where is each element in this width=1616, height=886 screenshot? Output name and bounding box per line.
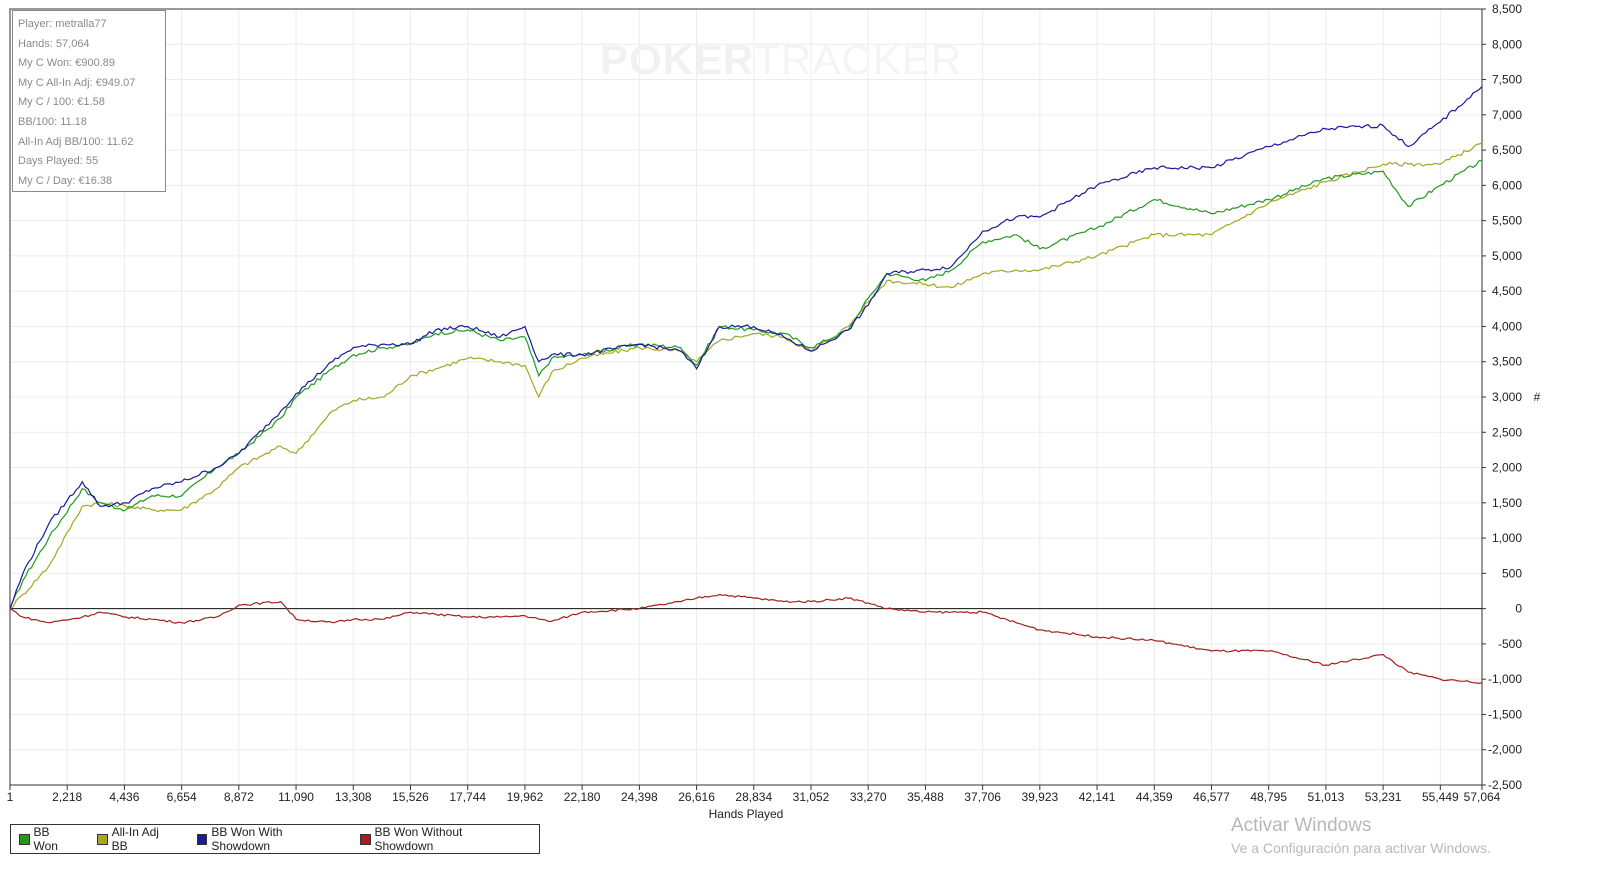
legend-swatch	[359, 833, 371, 845]
x-tick-label: 2,218	[52, 790, 82, 804]
legend-swatch	[196, 833, 208, 845]
stats-box: Player: metralla77 Hands: 57,064 My C Wo…	[12, 10, 166, 192]
series-line-all-in-adj-bb	[9, 142, 1483, 610]
x-tick-label: 57,064	[1464, 790, 1501, 804]
x-tick-label: 28,834	[735, 790, 772, 804]
legend-label: All-In Adj BB	[111, 825, 159, 853]
stat-allin-bb-per-100: All-In Adj BB/100: 11.62	[18, 135, 134, 148]
x-tick-label: 48,795	[1250, 790, 1287, 804]
legend-item-bb-won[interactable]: BB Won	[19, 825, 75, 853]
stat-allin-adj: My C All-In Adj: €949.07	[18, 76, 136, 89]
x-tick-label: 1	[7, 790, 14, 804]
x-tick-label: 33,270	[850, 790, 887, 804]
x-axis-title: Hands Played	[709, 807, 784, 821]
y-tick-label: 6,500	[1492, 143, 1522, 157]
series-line-bb-won-with-showdown	[9, 86, 1483, 609]
x-tick-label: 15,526	[392, 790, 429, 804]
y-tick-label: 1,000	[1492, 531, 1522, 545]
stat-days-played: Days Played: 55	[18, 155, 99, 168]
legend-swatch	[97, 833, 108, 845]
x-tick-label: 46,577	[1193, 790, 1230, 804]
x-axis-ticks: 1 2,218 4,436 6,654 8,872 11,090 13,308 15,526 1…	[7, 785, 1501, 804]
y-tick-label: 500	[1502, 566, 1522, 580]
series-lines	[9, 86, 1483, 685]
y-tick-label: 7,000	[1492, 108, 1522, 122]
stat-per-day: My C / Day: €16.38	[18, 174, 113, 187]
y-axis-ticks: 8,500 8,000 7,500 7,000 6,500 6,000 5,500 5,000…	[1482, 2, 1522, 792]
x-tick-label: 13,308	[335, 790, 372, 804]
x-tick-label: 44,359	[1136, 790, 1173, 804]
y-tick-label: 8,500	[1492, 2, 1522, 16]
pokertracker-watermark: POKERTRACKER	[600, 36, 963, 83]
grid-lines	[10, 8, 1482, 786]
legend-label: BB Won	[33, 825, 58, 853]
y-tick-label: -1,500	[1488, 707, 1522, 721]
y-tick-label: -500	[1498, 637, 1522, 651]
y-tick-label: -2,000	[1488, 743, 1522, 757]
x-tick-label: 22,180	[564, 790, 601, 804]
x-tick-label: 42,141	[1079, 790, 1116, 804]
y-tick-label: 5,500	[1492, 214, 1522, 228]
legend-label: BB Won With Showdown	[211, 825, 283, 853]
stat-bb-per-100: BB/100: 11.18	[18, 115, 87, 128]
y-tick-label: 3,500	[1492, 355, 1522, 369]
x-tick-label: 19,962	[507, 790, 544, 804]
x-tick-label: 17,744	[449, 790, 486, 804]
x-tick-label: 6,654	[167, 790, 197, 804]
x-tick-label: 39,923	[1021, 790, 1058, 804]
x-tick-label: 55,449	[1422, 790, 1459, 804]
legend-swatch	[19, 833, 30, 845]
x-tick-label: 8,872	[224, 790, 254, 804]
y-tick-label: 4,500	[1492, 284, 1522, 298]
y-tick-label: 3,000	[1492, 390, 1522, 404]
x-tick-label: 26,616	[678, 790, 715, 804]
chart-legend: BB Won All-In Adj BB BB Won With Showdow…	[10, 824, 540, 854]
y-tick-label: 0	[1515, 602, 1522, 616]
windows-activation-title: Activar Windows	[1231, 815, 1372, 836]
x-tick-label: 31,052	[793, 790, 830, 804]
y-tick-label: 5,000	[1492, 249, 1522, 263]
x-tick-label: 51,013	[1308, 790, 1345, 804]
x-tick-label: 11,090	[278, 790, 314, 804]
y-tick-label: 2,500	[1492, 425, 1522, 439]
legend-item-bb-won-with-showdown[interactable]: BB Won With Showdown	[196, 825, 338, 853]
legend-label: BB Won Without Showdown	[374, 825, 463, 853]
x-tick-label: 53,231	[1365, 790, 1402, 804]
stat-per-100: My C / 100: €1.58	[18, 96, 105, 109]
series-line-bb-won-without-showdown	[9, 593, 1483, 685]
legend-item-bb-won-without-showdown[interactable]: BB Won Without Showdown	[359, 825, 517, 853]
y-tick-label: 1,500	[1492, 496, 1522, 510]
stat-won: My C Won: €900.89	[18, 57, 116, 70]
stat-hands: Hands: 57,064	[18, 37, 90, 50]
windows-activation-subtitle: Ve a Configuración para activar Windows.	[1231, 840, 1491, 856]
x-tick-label: 24,398	[621, 790, 658, 804]
y-axis-title: #	[1534, 390, 1541, 404]
y-tick-label: -1,000	[1488, 672, 1522, 686]
legend-item-all-in-adj-bb[interactable]: All-In Adj BB	[97, 825, 175, 853]
x-tick-label: 35,488	[907, 790, 944, 804]
y-tick-label: 2,000	[1492, 461, 1522, 475]
y-tick-label: 6,000	[1492, 178, 1522, 192]
y-tick-label: 4,000	[1492, 319, 1522, 333]
series-line-bb-won	[9, 160, 1482, 609]
stat-player: Player: metralla77	[18, 18, 107, 30]
x-tick-label: 37,706	[964, 790, 1001, 804]
x-tick-label: 4,436	[109, 790, 139, 804]
y-tick-label: 7,500	[1492, 73, 1522, 87]
y-tick-label: 8,000	[1492, 37, 1522, 51]
y-tick-label: -2,500	[1488, 778, 1522, 792]
